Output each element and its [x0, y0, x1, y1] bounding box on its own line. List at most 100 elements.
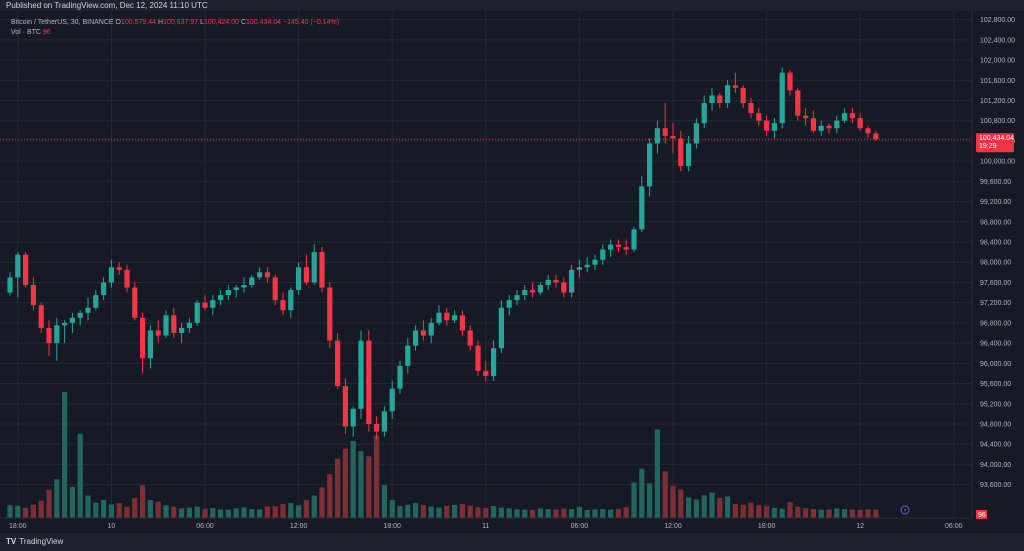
candle-body [748, 102, 754, 114]
ohlc-low: 100,424.00 [203, 19, 240, 26]
candle-body [218, 295, 224, 301]
candle-body [592, 259, 598, 265]
tradingview-logo[interactable]: TV TradingView [6, 537, 63, 546]
volume-bar [709, 492, 715, 518]
price-axis[interactable]: 102,800.00 102,400.00 102,000.00 101,600.00… [971, 11, 1015, 518]
volume-bar [163, 505, 169, 518]
volume-bar [467, 505, 473, 518]
volume-bar [701, 495, 707, 518]
candle-body [452, 315, 458, 321]
price-tick-label: 93,600.00 [980, 482, 1011, 489]
candle-body [600, 249, 606, 260]
candle-body [413, 330, 419, 346]
candle-body [537, 284, 543, 293]
volume-bar [350, 440, 356, 518]
volume-bar [873, 509, 879, 518]
volume-bar [101, 500, 107, 518]
volume-bar [483, 507, 489, 518]
ohlc-high: 100,637.97 [163, 19, 199, 26]
candle-body [296, 267, 302, 291]
candle-body [444, 312, 450, 321]
candle-body [436, 312, 442, 323]
volume-bar [857, 509, 863, 518]
volume-bar [842, 509, 848, 518]
ohlc-open: 100,579.44 [121, 19, 157, 26]
candle-body [467, 330, 473, 346]
candle-body [491, 348, 497, 376]
volume-bar [264, 506, 270, 518]
volume-bar [756, 505, 762, 518]
volume-legend[interactable]: Vol · BTC 96 [11, 29, 51, 36]
ohlc-low-label: L [200, 19, 204, 26]
candle-body [249, 277, 255, 285]
price-tick-label: 94,800.00 [980, 421, 1011, 428]
candle-body [420, 330, 426, 336]
volume-bar [561, 508, 567, 518]
candle-body [233, 287, 239, 291]
volume-bar [717, 497, 723, 518]
candle-body [389, 388, 395, 412]
volume-bar [522, 509, 528, 518]
volume-bar [693, 499, 699, 518]
volume-bar [818, 509, 824, 518]
candle-body [194, 302, 200, 323]
time-tick-label: 06:00 [196, 523, 214, 530]
volume-bar [623, 507, 629, 518]
last-volume-label: 96 [978, 512, 986, 519]
time-tick-label: 18:00 [9, 523, 27, 530]
volume-bar [257, 509, 263, 518]
candle-body [818, 125, 824, 131]
candle-body [553, 279, 559, 283]
volume-bar [54, 479, 60, 518]
candle-body [756, 113, 762, 121]
candle-body [350, 408, 356, 427]
volume-bar [569, 509, 575, 518]
candle-body [186, 322, 192, 328]
volume-bar [771, 507, 777, 518]
volume-bar [241, 507, 247, 518]
candle-body [764, 120, 770, 131]
candle-body [15, 254, 21, 278]
candle-body [374, 423, 380, 432]
price-tick-label: 98,000.00 [980, 260, 1011, 267]
volume-bar [639, 468, 645, 518]
volume-bar [764, 506, 770, 518]
candle-body [639, 186, 645, 230]
candle-body [615, 244, 621, 248]
symbol-legend[interactable]: Bitcoin / TetherUS, 30, BINANCE O100,579… [11, 19, 339, 26]
candle-body [54, 325, 60, 344]
candle-body [522, 290, 528, 296]
volume-bar [186, 507, 192, 518]
candle-body [147, 330, 153, 359]
volume-bar [93, 502, 99, 518]
candle-body [701, 102, 707, 124]
ohlc-close: 100,434.04 [246, 19, 282, 26]
candle-body [842, 113, 848, 121]
volume-bar [366, 456, 372, 518]
candle-body [93, 295, 99, 308]
volume-bar [740, 504, 746, 518]
scroll-to-realtime-button[interactable] [900, 505, 910, 515]
volume-bar [303, 500, 309, 518]
candle-body [834, 120, 840, 129]
price-tick-label: 102,000.00 [980, 58, 1015, 65]
volume-bar [272, 506, 278, 518]
time-tick-label: 06:00 [571, 523, 589, 530]
volume-bar [553, 509, 559, 518]
time-tick-label: 18:00 [383, 523, 401, 530]
candle-body [740, 87, 746, 103]
price-tick-label: 96,000.00 [980, 361, 1011, 368]
volume-bar [795, 506, 801, 518]
candle-body [787, 72, 793, 91]
candle-body [62, 322, 68, 326]
candle-body [311, 252, 317, 283]
volume-bar [498, 507, 504, 518]
candle-body [163, 315, 169, 336]
candle-body [264, 272, 270, 278]
volume-bar [38, 500, 44, 518]
price-tick-label: 94,000.00 [980, 462, 1011, 469]
price-tick-label: 95,200.00 [980, 401, 1011, 408]
time-axis[interactable]: 18:00 10 06:00 12:00 18:00 11 06:00 12:00 18:00 1… [0, 517, 1024, 530]
candle-body [569, 269, 575, 293]
